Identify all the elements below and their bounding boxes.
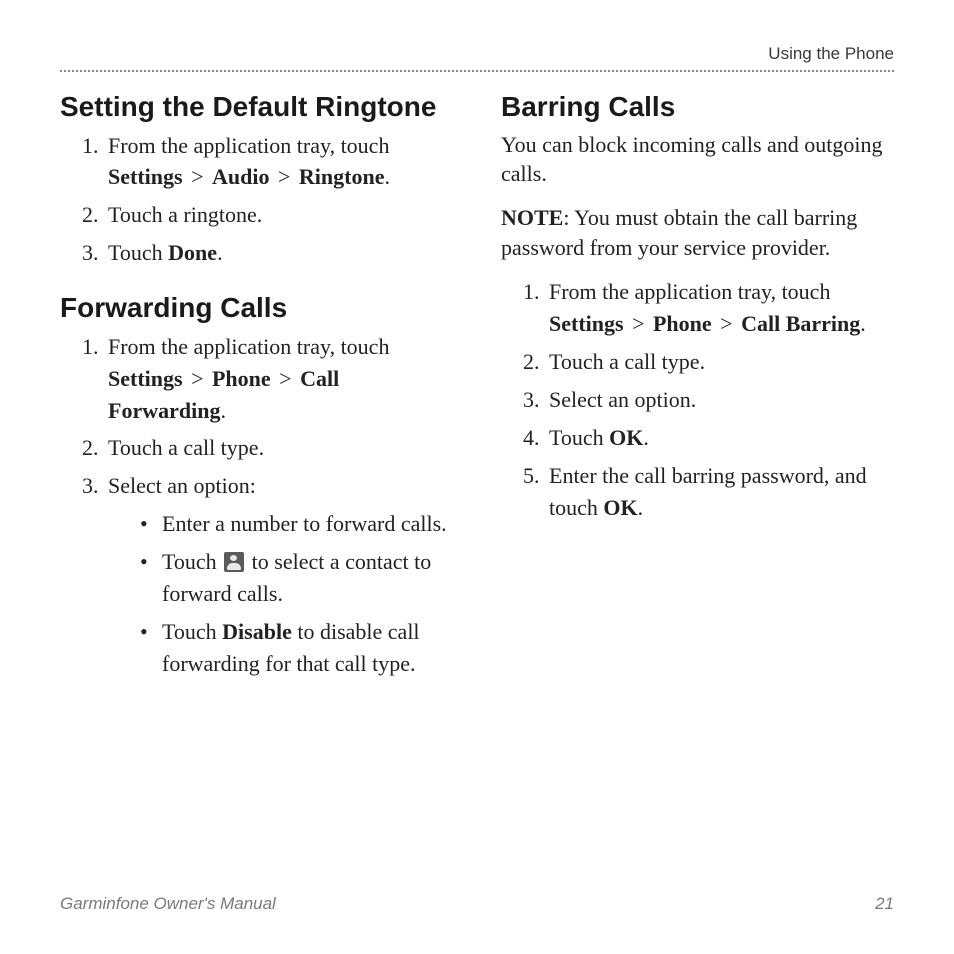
heading-forwarding-calls: Forwarding Calls xyxy=(60,291,453,325)
phone-label: Phone xyxy=(653,311,712,336)
text: . xyxy=(217,240,223,265)
forwarding-option-1: Enter a number to forward calls. xyxy=(140,508,453,540)
barring-note: NOTE: You must obtain the call barring p… xyxy=(501,203,894,262)
ringtone-step-1: From the application tray, touch Setting… xyxy=(104,130,453,194)
done-label: Done xyxy=(168,240,217,265)
forwarding-option-2: Touch to select a contact to forward cal… xyxy=(140,546,453,610)
note-label: NOTE xyxy=(501,205,563,230)
header-rule xyxy=(60,70,894,72)
text: . xyxy=(860,311,866,336)
forwarding-step-3: Select an option: Enter a number to forw… xyxy=(104,470,453,679)
heading-barring-calls: Barring Calls xyxy=(501,90,894,124)
ringtone-step-2: Touch a ringtone. xyxy=(104,199,453,231)
running-header: Using the Phone xyxy=(60,44,894,70)
ringtone-label: Ringtone xyxy=(299,164,385,189)
barring-steps: From the application tray, touch Setting… xyxy=(501,276,894,523)
text: From the application tray, touch xyxy=(549,279,830,304)
text: . xyxy=(638,495,644,520)
breadcrumb-separator: > xyxy=(712,311,741,336)
text: Touch xyxy=(162,549,222,574)
forwarding-step-2: Touch a call type. xyxy=(104,432,453,464)
barring-intro: You can block incoming calls and outgoin… xyxy=(501,130,894,189)
barring-step-3: Select an option. xyxy=(545,384,894,416)
ok-label: OK xyxy=(603,495,637,520)
heading-default-ringtone: Setting the Default Ringtone xyxy=(60,90,453,124)
left-column: Setting the Default Ringtone From the ap… xyxy=(60,90,453,686)
ringtone-steps: From the application tray, touch Setting… xyxy=(60,130,453,270)
breadcrumb-separator: > xyxy=(271,366,300,391)
settings-label: Settings xyxy=(108,164,183,189)
barring-step-2: Touch a call type. xyxy=(545,346,894,378)
text: Select an option: xyxy=(108,473,256,498)
settings-label: Settings xyxy=(549,311,624,336)
forwarding-option-3: Touch Disable to disable call forwarding… xyxy=(140,616,453,680)
ringtone-step-3: Touch Done. xyxy=(104,237,453,269)
text: Touch xyxy=(549,425,609,450)
barring-step-1: From the application tray, touch Setting… xyxy=(545,276,894,340)
barring-step-4: Touch OK. xyxy=(545,422,894,454)
page-number: 21 xyxy=(875,894,894,914)
text: From the application tray, touch xyxy=(108,334,389,359)
forwarding-step-1: From the application tray, touch Setting… xyxy=(104,331,453,427)
disable-label: Disable xyxy=(222,619,292,644)
forwarding-steps: From the application tray, touch Setting… xyxy=(60,331,453,680)
text: . xyxy=(643,425,649,450)
text: Touch xyxy=(162,619,222,644)
audio-label: Audio xyxy=(212,164,269,189)
text: . xyxy=(384,164,390,189)
right-column: Barring Calls You can block incoming cal… xyxy=(501,90,894,686)
page-footer: Garminfone Owner's Manual 21 xyxy=(60,894,894,914)
forwarding-options: Enter a number to forward calls. Touch t… xyxy=(108,508,453,679)
barring-step-5: Enter the call barring password, and tou… xyxy=(545,460,894,524)
contact-icon xyxy=(224,552,244,572)
phone-label: Phone xyxy=(212,366,271,391)
ok-label: OK xyxy=(609,425,643,450)
breadcrumb-separator: > xyxy=(183,366,212,391)
call-barring-label: Call Barring xyxy=(741,311,860,336)
manual-page: Using the Phone Setting the Default Ring… xyxy=(0,0,954,954)
breadcrumb-separator: > xyxy=(624,311,653,336)
content-columns: Setting the Default Ringtone From the ap… xyxy=(60,90,894,686)
text: . xyxy=(220,398,226,423)
settings-label: Settings xyxy=(108,366,183,391)
breadcrumb-separator: > xyxy=(183,164,212,189)
text: Enter the call barring password, and tou… xyxy=(549,463,867,520)
text: From the application tray, touch xyxy=(108,133,389,158)
text: Touch xyxy=(108,240,168,265)
breadcrumb-separator: > xyxy=(269,164,298,189)
manual-title: Garminfone Owner's Manual xyxy=(60,894,276,914)
